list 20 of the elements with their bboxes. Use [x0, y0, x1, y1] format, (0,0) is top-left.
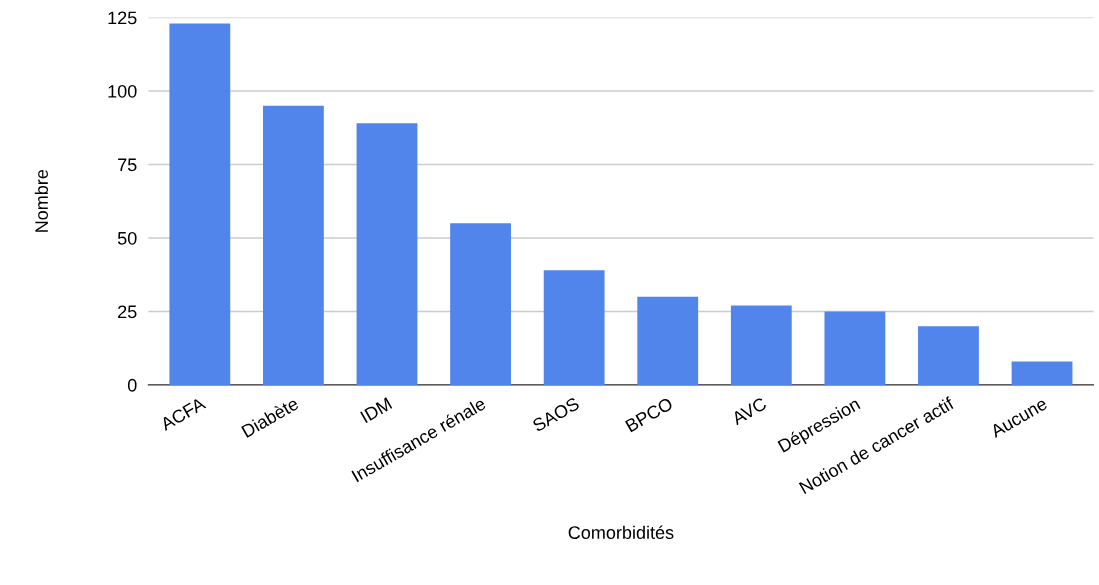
y-tick-label: 75	[118, 158, 137, 172]
y-tick-label: 0	[127, 378, 137, 392]
bar	[543, 270, 605, 385]
bar	[450, 223, 511, 385]
x-tick-label: IDM	[360, 397, 393, 424]
bar	[637, 296, 699, 385]
bar	[356, 123, 418, 385]
bar	[169, 23, 231, 385]
y-tick-label: 125	[108, 11, 137, 25]
bar	[1011, 361, 1073, 385]
bar	[263, 105, 324, 385]
bar	[824, 311, 886, 385]
y-tick-label: 25	[118, 305, 137, 319]
x-axis-title: Comorbidités	[568, 525, 674, 539]
y-axis-title: Nombre	[34, 169, 49, 232]
y-tick-label: 50	[117, 231, 137, 245]
bar	[730, 305, 792, 385]
bar	[918, 326, 979, 385]
y-tick-label: 100	[108, 84, 137, 98]
x-tick-label: AVC	[730, 396, 768, 426]
